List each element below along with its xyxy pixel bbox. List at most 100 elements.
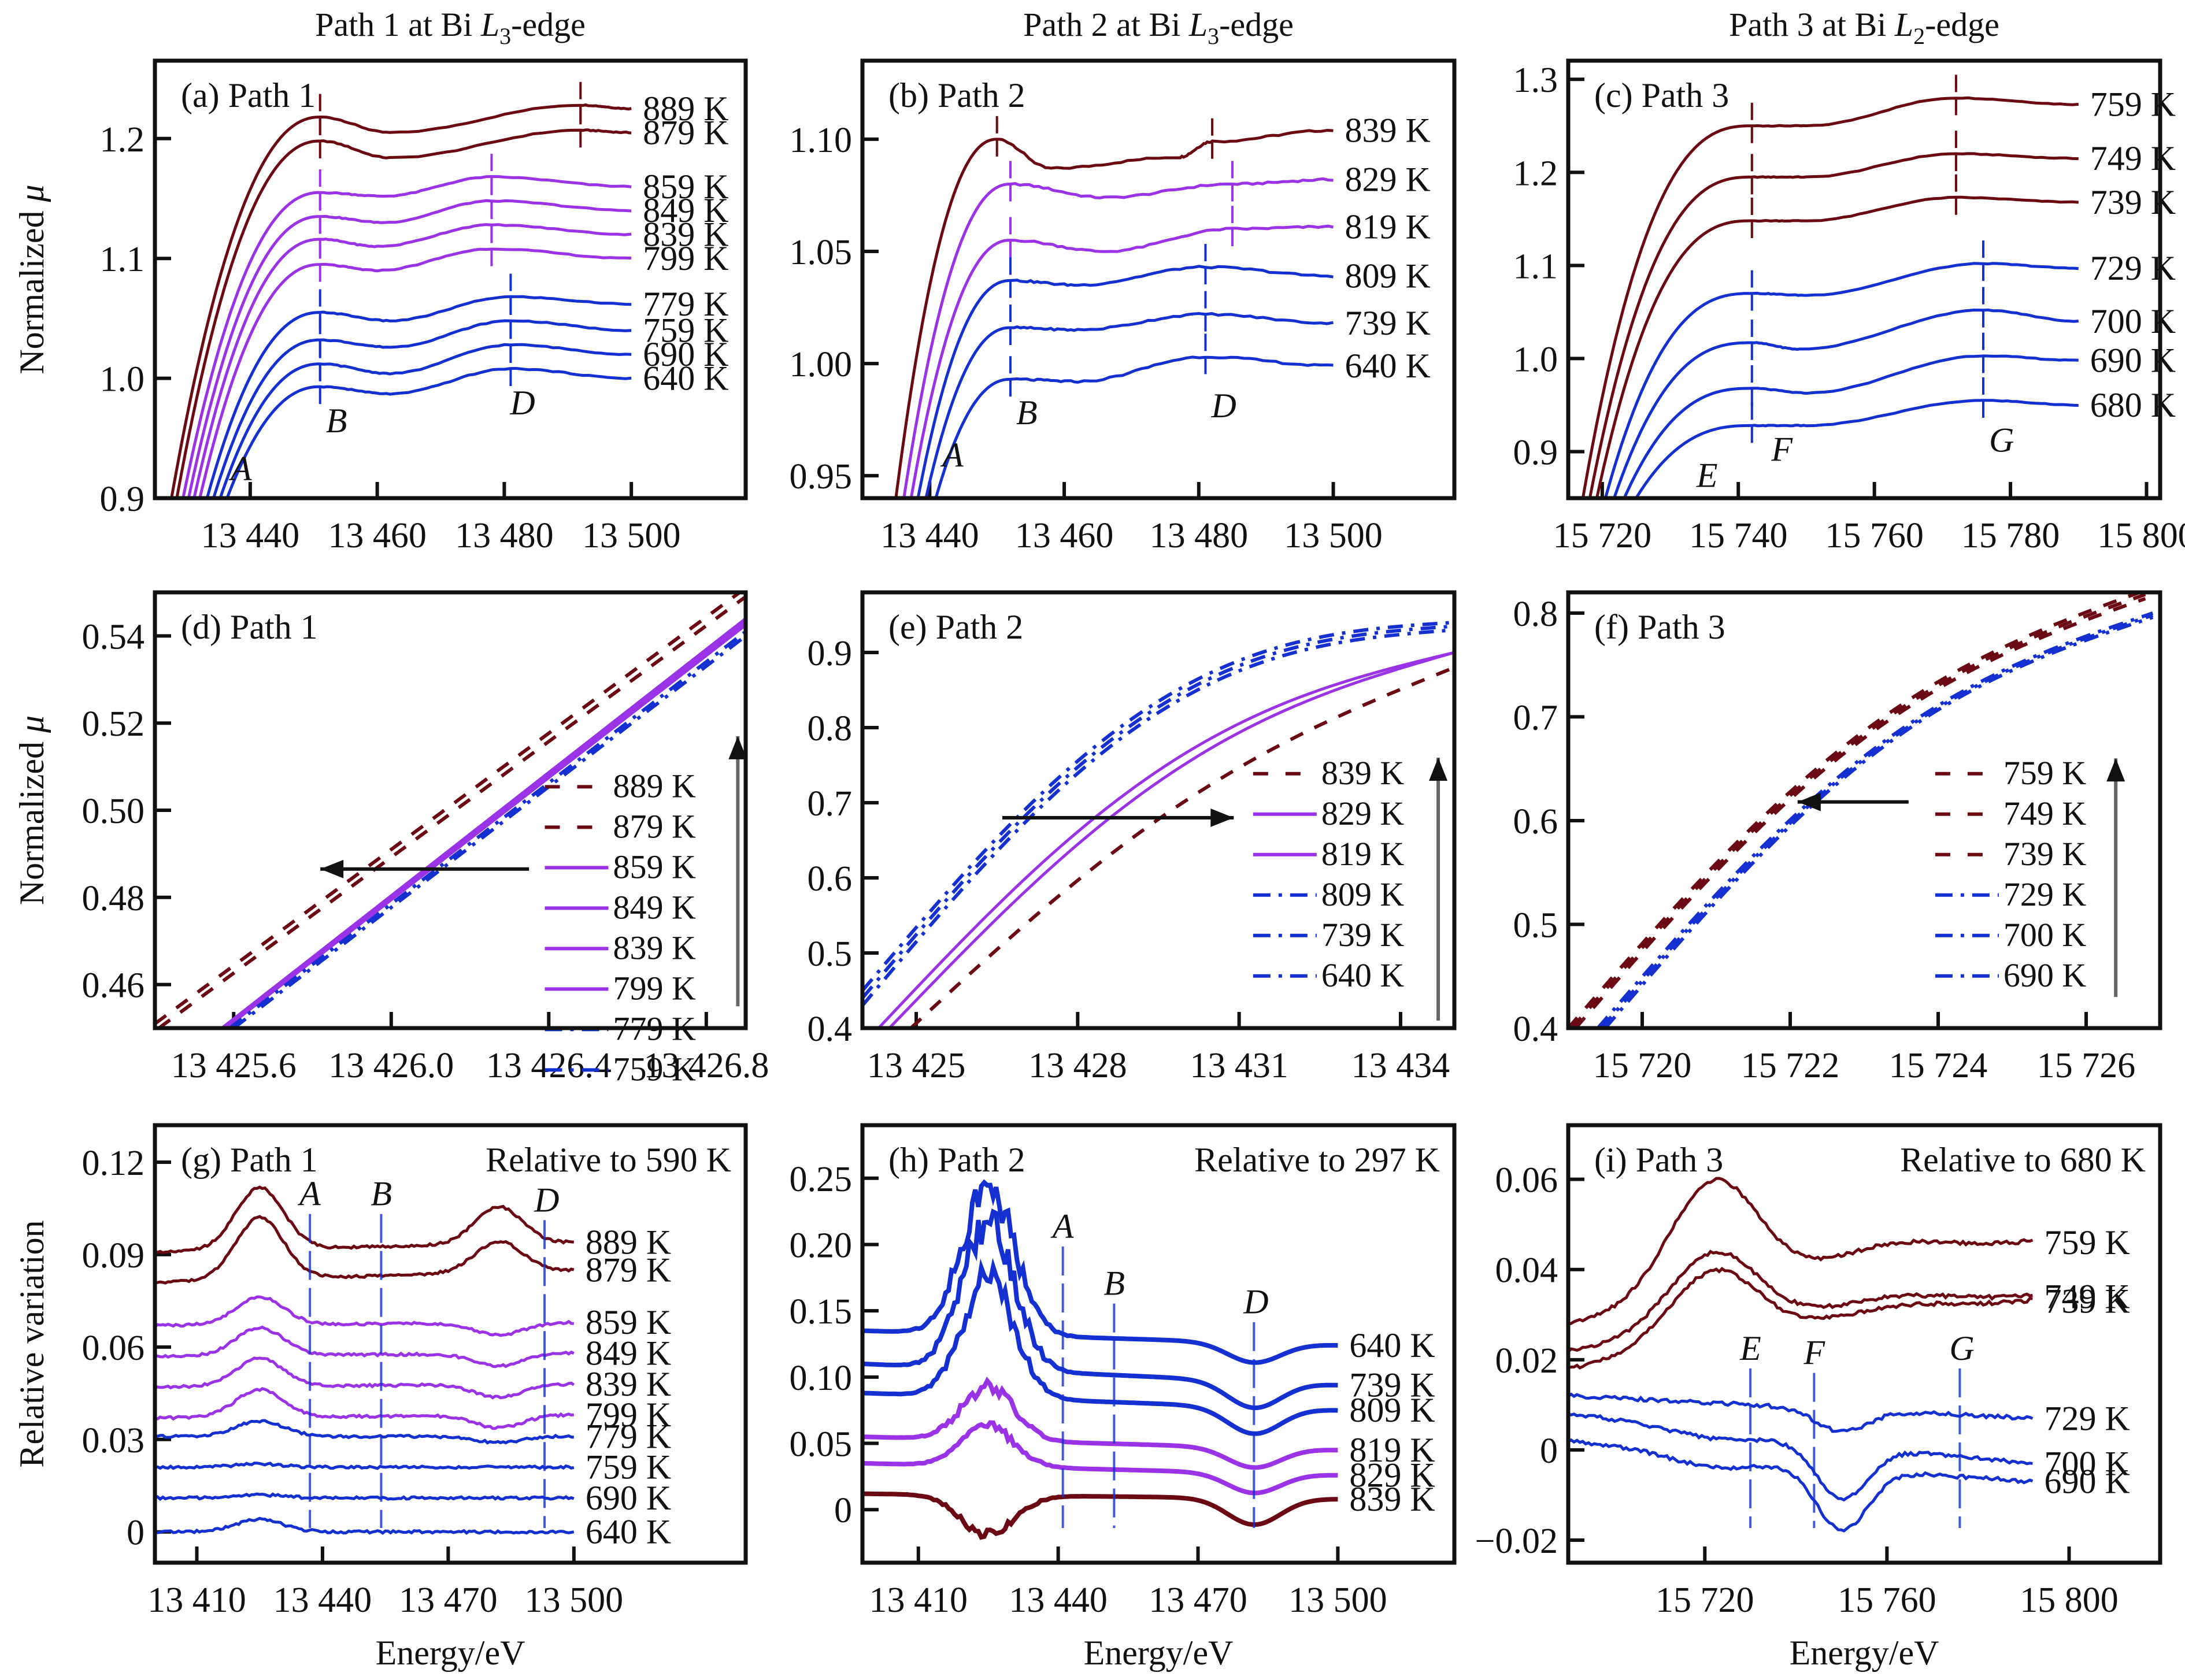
arrow-head-icon bbox=[2106, 758, 2125, 782]
series-label: 640 K bbox=[1349, 1326, 1435, 1364]
y-tick-label: 0.6 bbox=[1513, 802, 1558, 841]
feature-label-E: E bbox=[1696, 457, 1718, 495]
feature-label-F: F bbox=[1771, 431, 1793, 469]
y-tick-label: 1.0 bbox=[100, 360, 145, 399]
panel-d: 13 425.6 13 426.0 13 426.4 13 426.8 0.46 0.48… bbox=[82, 590, 769, 1088]
x-tick-label: 13 410 bbox=[147, 1581, 246, 1620]
feature-label-A: A bbox=[297, 1175, 321, 1213]
series-line-829K bbox=[862, 1420, 1338, 1496]
y-tick-label: 0.4 bbox=[1513, 1010, 1558, 1049]
y-tick-label: 0.15 bbox=[790, 1292, 853, 1332]
y-tick-label: 0.10 bbox=[790, 1359, 853, 1398]
x-tick-label: 13 460 bbox=[328, 516, 427, 555]
series-label: 759 K bbox=[2044, 1223, 2130, 1262]
series-label: 889 K bbox=[643, 90, 728, 128]
series-label: 739 K bbox=[1345, 304, 1431, 342]
legend-label: 799 K bbox=[613, 969, 697, 1007]
series-line-739K bbox=[862, 1208, 1338, 1411]
series-label: 749 K bbox=[2090, 139, 2176, 177]
series-line-839K bbox=[894, 128, 1334, 498]
feature-label-D: D bbox=[509, 384, 535, 422]
series-line-759K bbox=[232, 635, 746, 1028]
legend-label: 839 K bbox=[613, 929, 697, 966]
panel-a: 13 440 13 460 13 480 13 500 0.9 1.0 1.1 1.2 889 … bbox=[100, 58, 748, 555]
legend-label: 829 K bbox=[1321, 795, 1405, 832]
series-line-749K bbox=[1571, 592, 2146, 1028]
x-tick-label: 13 500 bbox=[582, 516, 681, 555]
series-label: 640 K bbox=[586, 1513, 671, 1551]
arrow-head-icon bbox=[1797, 792, 1821, 811]
series-line-799K bbox=[225, 624, 746, 1028]
series-line-640K bbox=[934, 355, 1334, 498]
x-tick-label: 15 720 bbox=[1593, 1046, 1692, 1085]
series-line-729K bbox=[1596, 611, 2154, 1028]
legend-label: 879 K bbox=[613, 807, 697, 845]
series-line-809K bbox=[862, 1258, 1338, 1436]
y-tick-label: 1.0 bbox=[1513, 340, 1558, 379]
legend-label: 739 K bbox=[2003, 835, 2087, 873]
x-tick-label: 15 740 bbox=[1689, 516, 1788, 555]
x-axis-label-2: Energy/eV bbox=[1084, 1634, 1234, 1672]
series-label: 839 K bbox=[586, 1365, 671, 1403]
feature-label-E: E bbox=[1739, 1329, 1761, 1367]
plot-area bbox=[894, 116, 1334, 498]
y-tick-label: 0.05 bbox=[790, 1425, 853, 1464]
panel-c: 15 720 15 740 15 760 15 780 15 800 0.9 1.0 1.1 1… bbox=[1513, 58, 2185, 555]
series-label: 680 K bbox=[2090, 386, 2176, 424]
series-line-749K bbox=[1588, 152, 2079, 498]
series-label: 829 K bbox=[1345, 161, 1431, 199]
panels: 13 440 13 460 13 480 13 500 0.9 1.0 1.1 1.2 889 … bbox=[82, 58, 2185, 1620]
feature-label-D: D bbox=[1243, 1283, 1268, 1321]
arrow-head-icon bbox=[320, 859, 344, 878]
x-tick-label: 13 480 bbox=[1150, 516, 1249, 555]
x-tick-label: 13 428 bbox=[1028, 1046, 1127, 1085]
series-line-690K bbox=[1603, 615, 2154, 1028]
series-label: 829 K bbox=[1349, 1456, 1435, 1494]
reference-note: Relative to 590 K bbox=[486, 1141, 731, 1179]
y-tick-label: 0.7 bbox=[1513, 698, 1558, 737]
y-tick-label: 0.9 bbox=[100, 480, 145, 519]
series-label: 849 K bbox=[586, 1334, 671, 1372]
series-line-739K bbox=[1574, 596, 2146, 1028]
y-tick-label: 0.06 bbox=[82, 1329, 145, 1368]
y-tick-label: 0 bbox=[834, 1491, 852, 1530]
series-line-690K bbox=[1568, 1438, 2034, 1533]
series-line-839K bbox=[192, 223, 632, 498]
series-line-799K bbox=[155, 1387, 575, 1430]
panel-h: 13 410 13 440 13 470 13 500 0 0.05 0.10 0.15 0.2… bbox=[790, 1123, 1457, 1620]
plot-area bbox=[862, 1179, 1338, 1540]
x-tick-label: 15 722 bbox=[1741, 1046, 1840, 1085]
y-tick-label: 0.54 bbox=[82, 617, 145, 657]
panel-b: 13 440 13 460 13 480 13 500 0.95 1.00 1.05 1.10… bbox=[790, 58, 1457, 555]
x-tick-label: 15 724 bbox=[1889, 1046, 1988, 1085]
series-label: 839 K bbox=[643, 216, 728, 254]
x-tick-label: 15 800 bbox=[2020, 1581, 2119, 1620]
x-tick-label: 13 500 bbox=[525, 1581, 624, 1620]
panel-title: (b) Path 2 bbox=[888, 76, 1025, 114]
y-tick-label: 0.6 bbox=[808, 859, 853, 899]
x-tick-label: 13 440 bbox=[273, 1581, 372, 1620]
legend-label: 819 K bbox=[1321, 835, 1405, 873]
panel-g: 13 410 13 440 13 470 13 500 0 0.03 0.06 0.09 0.1… bbox=[82, 1123, 748, 1620]
x-tick-label: 13 425 bbox=[867, 1046, 966, 1085]
series-label: 779 K bbox=[643, 285, 728, 323]
y-tick-label: 0.03 bbox=[82, 1421, 145, 1460]
series-label: 690 K bbox=[2044, 1463, 2130, 1501]
y-tick-label: 0.25 bbox=[790, 1160, 853, 1199]
series-label: 729 K bbox=[2090, 249, 2176, 287]
series-line-759K bbox=[1568, 1177, 2034, 1326]
series-line-700K bbox=[1568, 1412, 2033, 1502]
feature-label-A: A bbox=[1050, 1207, 1074, 1245]
y-tick-label: 0.04 bbox=[1495, 1251, 1558, 1290]
feature-label-B: B bbox=[1103, 1264, 1125, 1303]
x-tick-label: 13 426.4 bbox=[486, 1046, 612, 1085]
y-tick-label: 0.09 bbox=[82, 1236, 145, 1275]
column-title-3: Path 3 at Bi L2-edge bbox=[1729, 6, 1999, 49]
feature-label-B: B bbox=[1016, 394, 1038, 432]
y-tick-label: 1.05 bbox=[790, 233, 853, 272]
panel-title: (i) Path 3 bbox=[1594, 1141, 1723, 1179]
series-label: 700 K bbox=[2044, 1444, 2130, 1482]
series-label: 889 K bbox=[586, 1223, 671, 1262]
x-tick-label: 13 480 bbox=[455, 516, 554, 555]
x-tick-label: 13 440 bbox=[880, 516, 979, 555]
